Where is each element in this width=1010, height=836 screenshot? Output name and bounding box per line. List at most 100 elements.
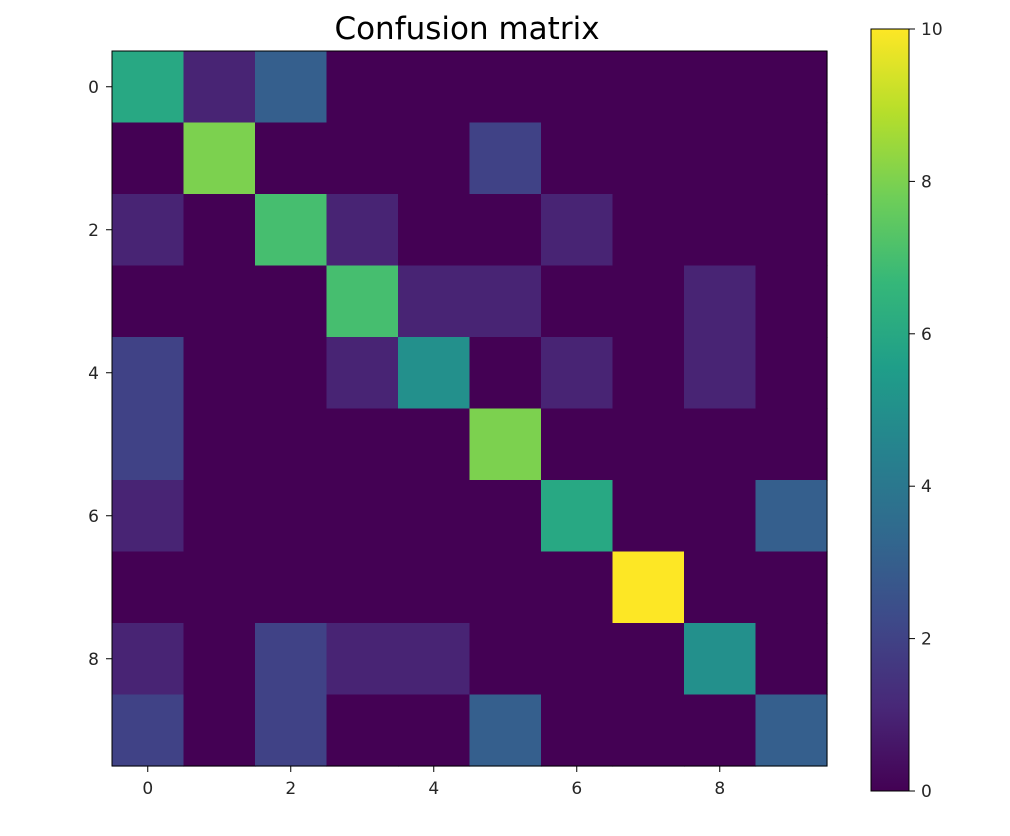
heatmap-cell-r5-c5 xyxy=(469,408,542,481)
heatmap-cell-r0-c3 xyxy=(326,51,399,124)
heatmap-cell-r6-c1 xyxy=(183,480,256,553)
heatmap-cell-r7-c5 xyxy=(469,551,542,624)
heatmap-cell-r9-c2 xyxy=(255,694,328,767)
colorbar-tick-label: 8 xyxy=(921,172,932,192)
y-axis-ticks: 0 2 4 6 8 xyxy=(88,78,112,670)
colorbar-tick-label: 0 xyxy=(921,782,932,802)
heatmap-cell-r3-c3 xyxy=(326,265,399,338)
heatmap-cell-r0-c7 xyxy=(612,51,685,124)
heatmap-cell-r5-c6 xyxy=(541,408,614,481)
heatmap-cell-r5-c9 xyxy=(755,408,828,481)
colorbar-tick-label: 6 xyxy=(921,325,932,345)
heatmap-cell-r4-c4 xyxy=(398,337,471,410)
heatmap-cell-r2-c3 xyxy=(326,194,399,267)
heatmap-cell-r2-c6 xyxy=(541,194,614,267)
heatmap-cell-r9-c4 xyxy=(398,694,471,767)
heatmap-cell-r1-c3 xyxy=(326,122,399,195)
heatmap-cell-r1-c1 xyxy=(183,122,256,195)
heatmap-cell-r7-c8 xyxy=(684,551,757,624)
heatmap-cell-r0-c0 xyxy=(112,51,185,124)
heatmap-cell-r9-c0 xyxy=(112,694,185,767)
heatmap-cell-r5-c3 xyxy=(326,408,399,481)
heatmap-cell-r3-c5 xyxy=(469,265,542,338)
heatmap-cell-r1-c4 xyxy=(398,122,471,195)
y-tick-label: 2 xyxy=(88,221,99,241)
heatmap-cell-r8-c9 xyxy=(755,623,828,696)
heatmap-cell-r0-c1 xyxy=(183,51,256,124)
x-tick-label: 6 xyxy=(571,779,582,799)
heatmap-cell-r6-c3 xyxy=(326,480,399,553)
heatmap-cell-r1-c9 xyxy=(755,122,828,195)
heatmap-cell-r8-c8 xyxy=(684,623,757,696)
heatmap-cell-r6-c8 xyxy=(684,480,757,553)
heatmap-cell-r6-c2 xyxy=(255,480,328,553)
heatmap-cell-r8-c3 xyxy=(326,623,399,696)
heatmap-cell-r9-c3 xyxy=(326,694,399,767)
heatmap-cell-r7-c4 xyxy=(398,551,471,624)
heatmap-cell-r7-c3 xyxy=(326,551,399,624)
heatmap-cell-r3-c7 xyxy=(612,265,685,338)
heatmap-cell-r3-c0 xyxy=(112,265,185,338)
heatmap-cell-r0-c8 xyxy=(684,51,757,124)
colorbar-tick-label: 2 xyxy=(921,630,932,650)
heatmap-cell-r3-c1 xyxy=(183,265,256,338)
plot-frame xyxy=(111,50,828,767)
heatmap-cell-r7-c2 xyxy=(255,551,328,624)
colorbar xyxy=(870,28,910,792)
heatmap-cell-r8-c5 xyxy=(469,623,542,696)
heatmap-cell-r6-c9 xyxy=(755,480,828,553)
heatmap-cell-r6-c4 xyxy=(398,480,471,553)
heatmap-cell-r9-c6 xyxy=(541,694,614,767)
heatmap-cell-r3-c4 xyxy=(398,265,471,338)
heatmap-cell-r3-c2 xyxy=(255,265,328,338)
heatmap-cell-r4-c1 xyxy=(183,337,256,410)
heatmap-cell-r5-c7 xyxy=(612,408,685,481)
heatmap-cell-r8-c1 xyxy=(183,623,256,696)
heatmap-cell-r1-c5 xyxy=(469,122,542,195)
heatmap-cell-r5-c4 xyxy=(398,408,471,481)
heatmap-cell-r2-c1 xyxy=(183,194,256,267)
heatmap-cell-r2-c9 xyxy=(755,194,828,267)
y-tick-label: 4 xyxy=(88,364,99,384)
heatmap-cell-r7-c9 xyxy=(755,551,828,624)
heatmap-cell-r7-c0 xyxy=(112,551,185,624)
heatmap-cell-r5-c1 xyxy=(183,408,256,481)
heatmap-cell-r9-c9 xyxy=(755,694,828,767)
heatmap-cell-r9-c8 xyxy=(684,694,757,767)
heatmap-cell-r2-c0 xyxy=(112,194,185,267)
heatmap-cell-r0-c5 xyxy=(469,51,542,124)
chart-title: Confusion matrix xyxy=(334,11,599,47)
heatmap-cell-r8-c6 xyxy=(541,623,614,696)
heatmap-cell-r4-c3 xyxy=(326,337,399,410)
y-tick-label: 8 xyxy=(88,650,99,670)
heatmap-cell-r2-c5 xyxy=(469,194,542,267)
heatmap-cell-r3-c9 xyxy=(755,265,828,338)
heatmap-cell-r7-c7 xyxy=(612,551,685,624)
x-tick-label: 4 xyxy=(428,779,439,799)
heatmap-cell-r1-c0 xyxy=(112,122,185,195)
heatmap-cell-r0-c9 xyxy=(755,51,828,124)
heatmap-cell-r4-c0 xyxy=(112,337,185,410)
heatmap-cell-r4-c9 xyxy=(755,337,828,410)
heatmap-cell-r0-c4 xyxy=(398,51,471,124)
heatmap-cell-r4-c6 xyxy=(541,337,614,410)
heatmap-cell-r2-c2 xyxy=(255,194,328,267)
heatmap-cell-r0-c6 xyxy=(541,51,614,124)
x-tick-label: 8 xyxy=(714,779,725,799)
heatmap-cell-r9-c5 xyxy=(469,694,542,767)
heatmap-cell-r9-c1 xyxy=(183,694,256,767)
heatmap-cell-r5-c8 xyxy=(684,408,757,481)
heatmap-cell-r1-c8 xyxy=(684,122,757,195)
heatmap-cell-r1-c2 xyxy=(255,122,328,195)
heatmap-cell-r2-c8 xyxy=(684,194,757,267)
heatmap-cells xyxy=(112,51,828,767)
heatmap-cell-r8-c7 xyxy=(612,623,685,696)
heatmap-cell-r8-c2 xyxy=(255,623,328,696)
heatmap-cell-r4-c8 xyxy=(684,337,757,410)
y-tick-label: 0 xyxy=(88,78,99,98)
colorbar-ticks: 0 2 4 6 8 10 xyxy=(909,20,943,802)
heatmap-cell-r2-c7 xyxy=(612,194,685,267)
heatmap-cell-r0-c2 xyxy=(255,51,328,124)
heatmap-cell-r6-c7 xyxy=(612,480,685,553)
